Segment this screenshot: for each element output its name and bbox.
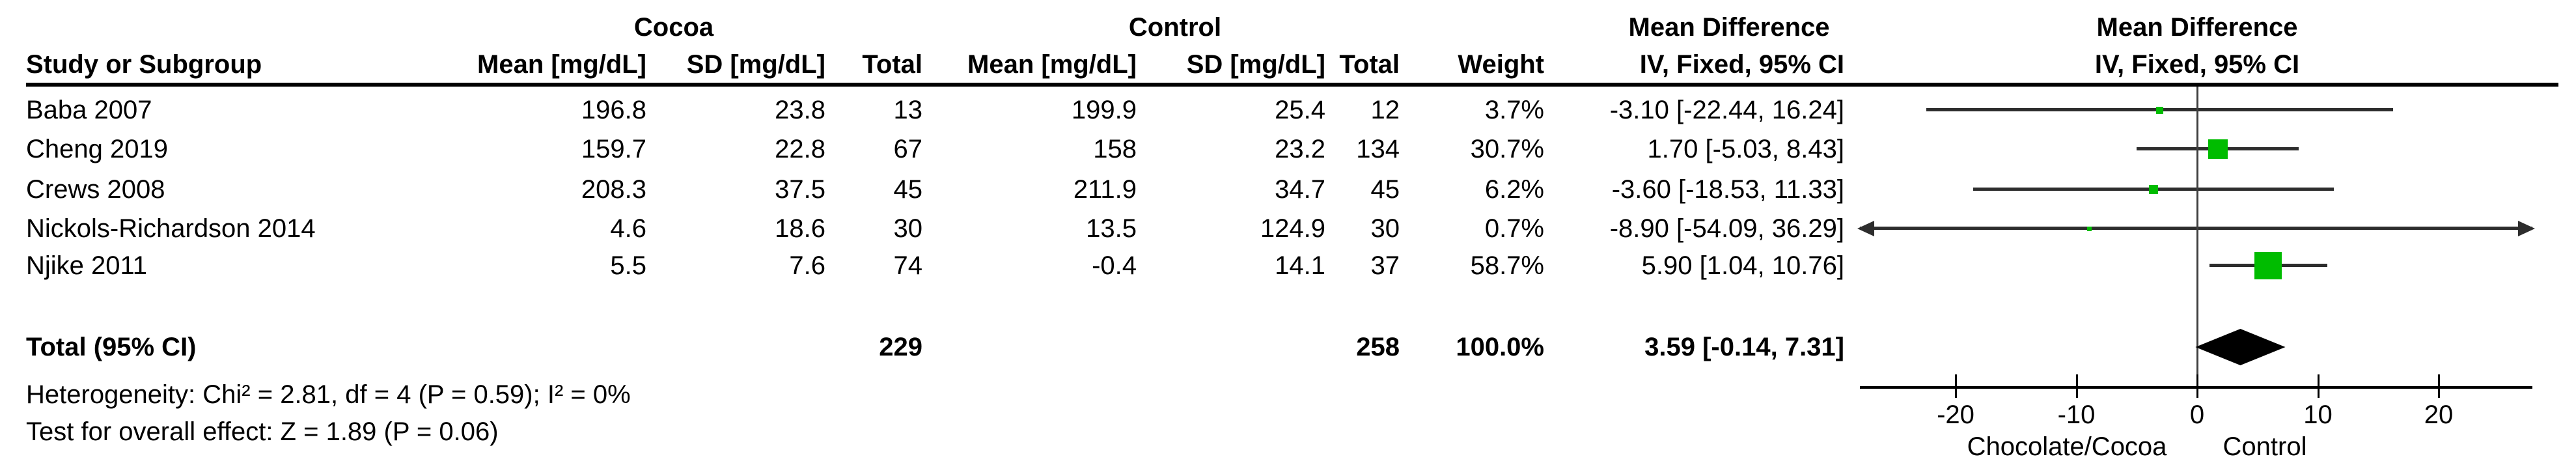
axis-line xyxy=(1860,386,2532,389)
control-sd-cell: 14.1 xyxy=(1275,251,1325,280)
control-sd-cell: 124.9 xyxy=(1260,214,1325,243)
axis-tick xyxy=(2196,374,2198,398)
cocoa-mean-cell: 159.7 xyxy=(581,135,646,163)
study-name: Nickols-Richardson 2014 xyxy=(26,214,316,243)
zero-line xyxy=(2196,87,2198,389)
cocoa-total-cell: 30 xyxy=(893,214,923,243)
group-header-cocoa: Cocoa xyxy=(633,13,714,42)
weight-cell: 30.7% xyxy=(1470,135,1544,163)
axis-tick xyxy=(2438,374,2440,398)
effect-square xyxy=(2087,226,2092,231)
effect-square xyxy=(2254,252,2282,279)
ci-line xyxy=(1860,227,2532,230)
total-ci-text: 3.59 [-0.14, 7.31] xyxy=(1644,333,1844,361)
axis-tick-label: 10 xyxy=(2303,400,2333,429)
col-header-study: Study or Subgroup xyxy=(26,50,262,79)
axis-label-favours-right: Control xyxy=(2223,432,2307,461)
group-header-mean-difference-plot: Mean Difference xyxy=(2096,13,2298,42)
col-header-control-total: Total xyxy=(1339,50,1400,79)
weight-cell: 6.2% xyxy=(1484,175,1544,204)
ci-arrow-right xyxy=(2518,221,2535,236)
study-name: Baba 2007 xyxy=(26,96,152,124)
ci-text-cell: 5.90 [1.04, 10.76] xyxy=(1641,251,1844,280)
total-row: Total (95% CI) 229 258 100.0% 3.59 [-0.1… xyxy=(0,331,2576,363)
axis-tick xyxy=(1955,374,1957,398)
axis-tick xyxy=(2075,374,2078,398)
cocoa-total-cell: 74 xyxy=(893,251,923,280)
cocoa-total-cell: 13 xyxy=(893,96,923,124)
effect-square xyxy=(2208,139,2228,159)
cocoa-mean-cell: 196.8 xyxy=(581,96,646,124)
control-mean-cell: 211.9 xyxy=(1073,175,1137,204)
control-total-cell: 37 xyxy=(1370,251,1400,280)
ci-text-cell: -3.10 [-22.44, 16.24] xyxy=(1609,96,1844,124)
effect-square xyxy=(2155,106,2163,114)
table-row: Njike 2011 5.5 7.6 74 -0.4 14.1 37 58.7%… xyxy=(0,250,2576,281)
axis-label-favours-left: Chocolate/Cocoa xyxy=(1967,432,2167,461)
control-sd-cell: 23.2 xyxy=(1275,135,1325,163)
table-row: Crews 2008 208.3 37.5 45 211.9 34.7 45 6… xyxy=(0,174,2576,205)
ci-text-cell: -3.60 [-18.53, 11.33] xyxy=(1611,175,1844,204)
cocoa-sd-cell: 7.6 xyxy=(789,251,825,280)
col-header-control-sd: SD [mg/dL] xyxy=(1186,50,1325,79)
cocoa-total-cell: 45 xyxy=(893,175,923,204)
group-header-mean-difference-text: Mean Difference xyxy=(1628,13,1830,42)
cocoa-mean-cell: 208.3 xyxy=(581,175,646,204)
column-header-row: Study or Subgroup Mean [mg/dL] SD [mg/dL… xyxy=(0,49,2576,80)
effect-square xyxy=(2149,185,2159,194)
axis-tick-label: 20 xyxy=(2424,400,2454,429)
axis-tick-label: -10 xyxy=(2057,400,2096,429)
cocoa-total-cell: 67 xyxy=(893,135,923,163)
cocoa-sd-cell: 37.5 xyxy=(775,175,825,204)
control-total-cell: 134 xyxy=(1356,135,1400,163)
cocoa-sd-cell: 22.8 xyxy=(775,135,825,163)
total-control-n: 258 xyxy=(1356,333,1400,361)
total-label: Total (95% CI) xyxy=(26,333,197,361)
cocoa-sd-cell: 23.8 xyxy=(775,96,825,124)
table-row: Nickols-Richardson 2014 4.6 18.6 30 13.5… xyxy=(0,213,2576,244)
axis-tick-label: -20 xyxy=(1937,400,1974,429)
control-total-cell: 12 xyxy=(1370,96,1400,124)
control-sd-cell: 34.7 xyxy=(1275,175,1325,204)
axis-tick xyxy=(2317,374,2320,398)
weight-cell: 3.7% xyxy=(1484,96,1544,124)
control-mean-cell: -0.4 xyxy=(1092,251,1137,280)
table-row: Baba 2007 196.8 23.8 13 199.9 25.4 12 3.… xyxy=(0,94,2576,126)
weight-cell: 58.7% xyxy=(1470,251,1544,280)
col-header-cocoa-sd: SD [mg/dL] xyxy=(686,50,825,79)
total-weight: 100.0% xyxy=(1456,333,1544,361)
total-cocoa-n: 229 xyxy=(879,333,922,361)
heterogeneity-note: Heterogeneity: Chi² = 2.81, df = 4 (P = … xyxy=(26,380,631,409)
study-name: Cheng 2019 xyxy=(26,135,168,163)
control-mean-cell: 13.5 xyxy=(1086,214,1137,243)
header-rule xyxy=(26,83,2558,87)
cocoa-mean-cell: 4.6 xyxy=(610,214,646,243)
col-header-cocoa-total: Total xyxy=(862,50,922,79)
ci-text-cell: 1.70 [-5.03, 8.43] xyxy=(1647,135,1844,163)
ci-text-cell: -8.90 [-54.09, 36.29] xyxy=(1609,214,1844,243)
control-total-cell: 45 xyxy=(1370,175,1400,204)
ci-arrow-left xyxy=(1857,221,1874,236)
cocoa-sd-cell: 18.6 xyxy=(775,214,825,243)
overall-effect-note: Test for overall effect: Z = 1.89 (P = 0… xyxy=(26,417,499,446)
study-name: Crews 2008 xyxy=(26,175,165,204)
col-header-control-mean: Mean [mg/dL] xyxy=(967,50,1137,79)
control-sd-cell: 25.4 xyxy=(1275,96,1325,124)
control-mean-cell: 158 xyxy=(1093,135,1137,163)
pooled-diamond xyxy=(2195,329,2286,365)
col-header-cocoa-mean: Mean [mg/dL] xyxy=(477,50,646,79)
axis-tick-label: 0 xyxy=(2189,400,2205,429)
group-header-control: Control xyxy=(1128,13,1222,42)
control-mean-cell: 199.9 xyxy=(1071,96,1137,124)
control-total-cell: 30 xyxy=(1370,214,1400,243)
col-header-ci-text: IV, Fixed, 95% CI xyxy=(1639,50,1844,79)
study-name: Njike 2011 xyxy=(26,251,148,280)
table-row: Cheng 2019 159.7 22.8 67 158 23.2 134 30… xyxy=(0,133,2576,165)
weight-cell: 0.7% xyxy=(1484,214,1544,243)
col-header-weight: Weight xyxy=(1458,50,1544,79)
col-header-ci-plot: IV, Fixed, 95% CI xyxy=(2094,50,2300,79)
cocoa-mean-cell: 5.5 xyxy=(610,251,646,280)
